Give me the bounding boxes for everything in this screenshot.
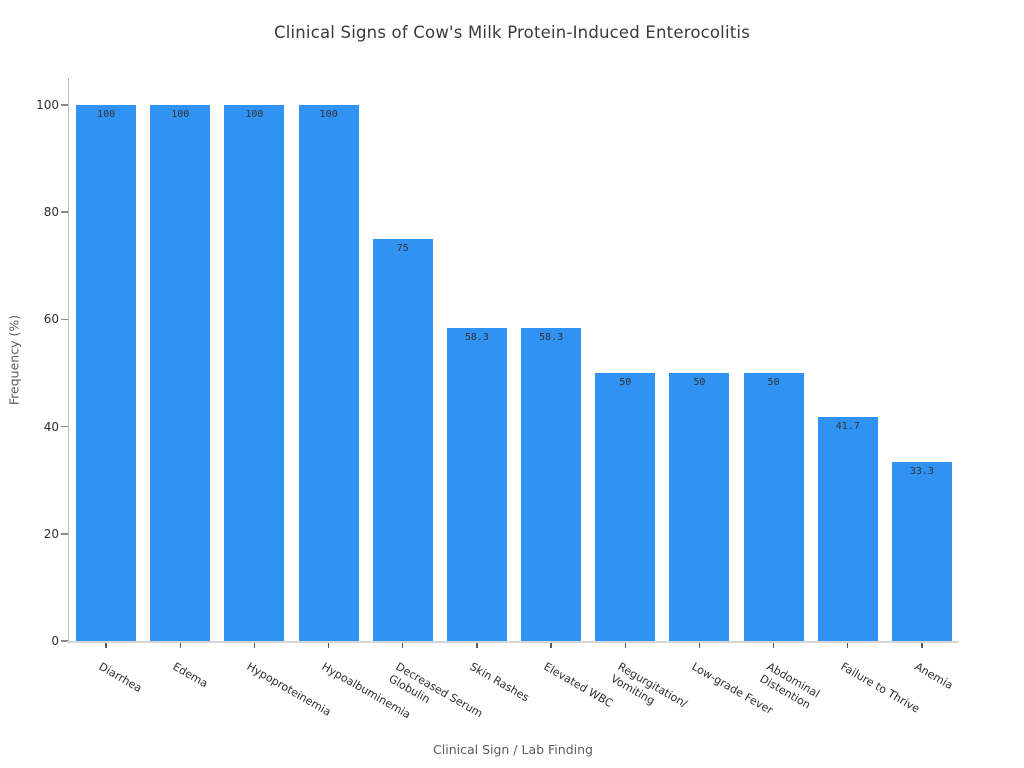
x-axis-line bbox=[67, 641, 959, 643]
y-tick-mark bbox=[61, 104, 68, 106]
x-tick-mark bbox=[253, 643, 255, 648]
x-tick-label: Elevated WBC bbox=[541, 660, 616, 711]
bar: 41.7 bbox=[817, 417, 878, 641]
bar: 33.3 bbox=[891, 462, 952, 641]
y-tick-label: 0 bbox=[51, 634, 59, 648]
y-tick-mark bbox=[61, 533, 68, 535]
y-tick-label: 20 bbox=[43, 526, 59, 541]
x-tick-label: Low-grade Fever bbox=[689, 660, 776, 717]
bar-value-label: 33.3 bbox=[909, 466, 934, 478]
bar-value-label: 41.7 bbox=[835, 421, 860, 433]
x-tick-mark bbox=[772, 643, 775, 648]
bar-value-label: 100 bbox=[97, 108, 116, 120]
x-tick-mark bbox=[105, 643, 107, 648]
y-tick-label: 100 bbox=[36, 97, 59, 112]
bar: 100 bbox=[224, 104, 285, 641]
y-tick-label: 80 bbox=[43, 205, 59, 220]
x-tick-label: Regurgitation/ Vomiting bbox=[609, 660, 690, 711]
bar-value-label: 50 bbox=[767, 376, 780, 388]
plot-area: 0 20 40 60 80 100 100 100 100 100 75 58.3 58.3 50 50 5… bbox=[36, 78, 959, 721]
y-tick-label: 40 bbox=[43, 419, 59, 434]
bar: 58.3 bbox=[521, 328, 582, 641]
x-tick-mark bbox=[179, 643, 181, 648]
x-tick-label: Diarrhea bbox=[96, 660, 145, 695]
bar-value-label: 100 bbox=[245, 108, 264, 120]
x-tick-mark bbox=[550, 643, 552, 648]
bar: 50 bbox=[743, 372, 804, 641]
bar-value-label: 50 bbox=[619, 376, 632, 388]
x-tick-mark bbox=[624, 643, 626, 648]
bar: 100 bbox=[76, 104, 137, 641]
x-tick-label: Anemia bbox=[912, 660, 956, 693]
y-tick-mark bbox=[61, 318, 68, 321]
bar-value-label: 100 bbox=[171, 108, 190, 120]
bar-value-label: 50 bbox=[693, 376, 706, 388]
x-axis-title: Clinical Sign / Lab Finding bbox=[433, 742, 593, 757]
bar: 100 bbox=[150, 104, 211, 641]
bar: 100 bbox=[298, 104, 359, 641]
bar: 50 bbox=[669, 372, 730, 641]
bar-value-label: 75 bbox=[396, 242, 409, 254]
y-axis-title: Frequency (%) bbox=[6, 314, 22, 406]
bar-value-label: 58.3 bbox=[464, 332, 489, 344]
x-tick-mark bbox=[921, 643, 923, 648]
x-tick-label: Skin Rashes bbox=[467, 660, 532, 705]
y-tick-mark bbox=[61, 425, 68, 428]
x-tick-mark bbox=[847, 643, 849, 648]
bar-value-label: 58.3 bbox=[539, 332, 564, 344]
y-tick-mark bbox=[61, 211, 68, 213]
x-tick-mark bbox=[327, 643, 330, 648]
x-tick-mark bbox=[476, 643, 478, 648]
y-tick-mark bbox=[61, 640, 68, 642]
x-tick-label: Failure to Thrive bbox=[838, 660, 922, 716]
x-tick-mark bbox=[698, 643, 700, 648]
x-tick-label: Edema bbox=[170, 660, 211, 691]
bar-value-label: 100 bbox=[319, 108, 338, 120]
bar: 75 bbox=[372, 238, 433, 641]
y-tick-label: 60 bbox=[43, 312, 59, 327]
bar: 50 bbox=[595, 372, 656, 641]
bar: 58.3 bbox=[446, 328, 507, 641]
chart-title: Clinical Signs of Cow's Milk Protein-Ind… bbox=[273, 23, 750, 42]
x-tick-mark bbox=[402, 643, 404, 648]
